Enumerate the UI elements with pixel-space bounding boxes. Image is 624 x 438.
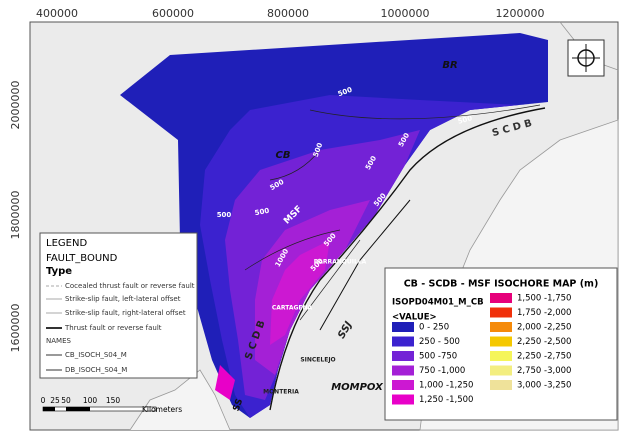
x-coordinate-label: 400000 (36, 7, 78, 20)
legend-class: 2,750 -3,000 (517, 366, 571, 376)
legend-heading: <VALUE> (392, 313, 437, 323)
legend-swatch (392, 322, 414, 332)
fault-line (319, 199, 411, 331)
place-label: SINCELEJO (300, 357, 335, 364)
scale-bar-segment (43, 407, 55, 411)
legend-type: Type (46, 266, 72, 277)
scale-bar: 0 25 50 100 150 Kilometers (41, 396, 183, 414)
legend-title: CB - SCDB - MSF ISOCHORE MAP (m) (404, 279, 599, 290)
place-label: BR (442, 60, 457, 71)
legend-item: NAMES (46, 337, 71, 345)
north-arrow (567, 39, 605, 77)
scale-bar-segment (42, 406, 157, 412)
contour-label: 500 (457, 114, 473, 126)
place-label: BARRANQUILLA (314, 259, 367, 266)
scale-bar-segment (66, 407, 90, 411)
legend-class: 2,250 -2,500 (517, 337, 571, 347)
scale-tick-label: 100 (83, 396, 98, 405)
legend-item: Strike-slip fault, right-lateral offset (65, 309, 186, 317)
legend-item: Thrust fault or reverse fault (64, 324, 162, 332)
legend-swatch (490, 293, 512, 303)
scale-tick-label: 150 (106, 396, 121, 405)
scale-tick-label: 50 (61, 396, 71, 405)
legend-swatch (392, 394, 414, 405)
legend-swatch (490, 307, 512, 318)
fault-legend: LEGEND FAULT_BOUND Type Cocealed thrust fau… (39, 232, 198, 379)
isochore-zone (270, 240, 330, 345)
x-coordinate-label: 1000000 (381, 7, 430, 20)
x-coordinate-label: 600000 (152, 7, 194, 20)
contour-label: 500 (217, 211, 232, 219)
legend-class: 250 - 500 (419, 337, 460, 347)
land (129, 369, 231, 431)
place-label: SS (232, 398, 246, 413)
legend-field: ISOPD04M01_M_CB (392, 298, 484, 308)
scale-tick-label: 0 (41, 396, 46, 405)
legend-swatch (490, 380, 512, 390)
y-coordinate-label: 2000000 (9, 81, 22, 130)
legend-title: LEGEND (46, 238, 87, 249)
isochore-zone (215, 365, 235, 400)
legend-class: 2,000 -2,250 (517, 323, 571, 333)
legend-swatch (490, 351, 512, 361)
legend-class: 0 - 250 (419, 323, 449, 333)
scale-unit: Kilometers (142, 405, 182, 414)
legend-class: 1,750 -2,000 (517, 308, 571, 318)
legend-swatch (392, 351, 414, 361)
place-label: CARTAGENA (272, 305, 313, 312)
legend-field: FAULT_BOUND (46, 253, 118, 264)
legend-swatch (490, 365, 512, 376)
x-coordinate-label: 800000 (267, 7, 309, 20)
legend-swatch (392, 365, 414, 376)
place-label: CB (276, 150, 291, 161)
legend-class: 1,000 -1,250 (419, 381, 473, 391)
legend-swatch (490, 336, 512, 347)
legend-class: 3,000 -3,250 (517, 381, 571, 391)
contour-label: 500 (254, 207, 270, 217)
scale-tick-label: 25 (50, 396, 60, 405)
y-coordinate-label: 1800000 (9, 191, 22, 240)
legend-class: 2,250 -2,750 (517, 352, 571, 362)
legend-swatch (392, 336, 414, 347)
place-label: MOMPOX (331, 382, 384, 393)
legend-class: 1,250 -1,500 (419, 395, 473, 405)
legend-item: Cocealed thrust fault or reverse fault (65, 282, 195, 290)
legend-class: 1,500 -1,750 (517, 294, 571, 304)
isochore-legend: CB - SCDB - MSF ISOCHORE MAP (m) ISOPD04M… (384, 267, 618, 421)
legend-item: CB_ISOCH_S04_M (65, 351, 127, 359)
legend-item: DB_ISOCH_S04_M (65, 366, 127, 374)
contour-line (244, 104, 541, 321)
legend-class: 750 -1,000 (419, 366, 465, 376)
legend-item: Strike-slip fault, left-lateral offset (65, 295, 181, 303)
place-label: MONTERIA (263, 389, 299, 396)
legend-swatch (392, 380, 414, 390)
y-coordinate-label: 1600000 (9, 304, 22, 353)
fault-line (269, 107, 546, 411)
legend-swatch (490, 322, 512, 332)
x-coordinate-label: 1200000 (496, 7, 545, 20)
legend-class: 500 -750 (419, 352, 457, 362)
